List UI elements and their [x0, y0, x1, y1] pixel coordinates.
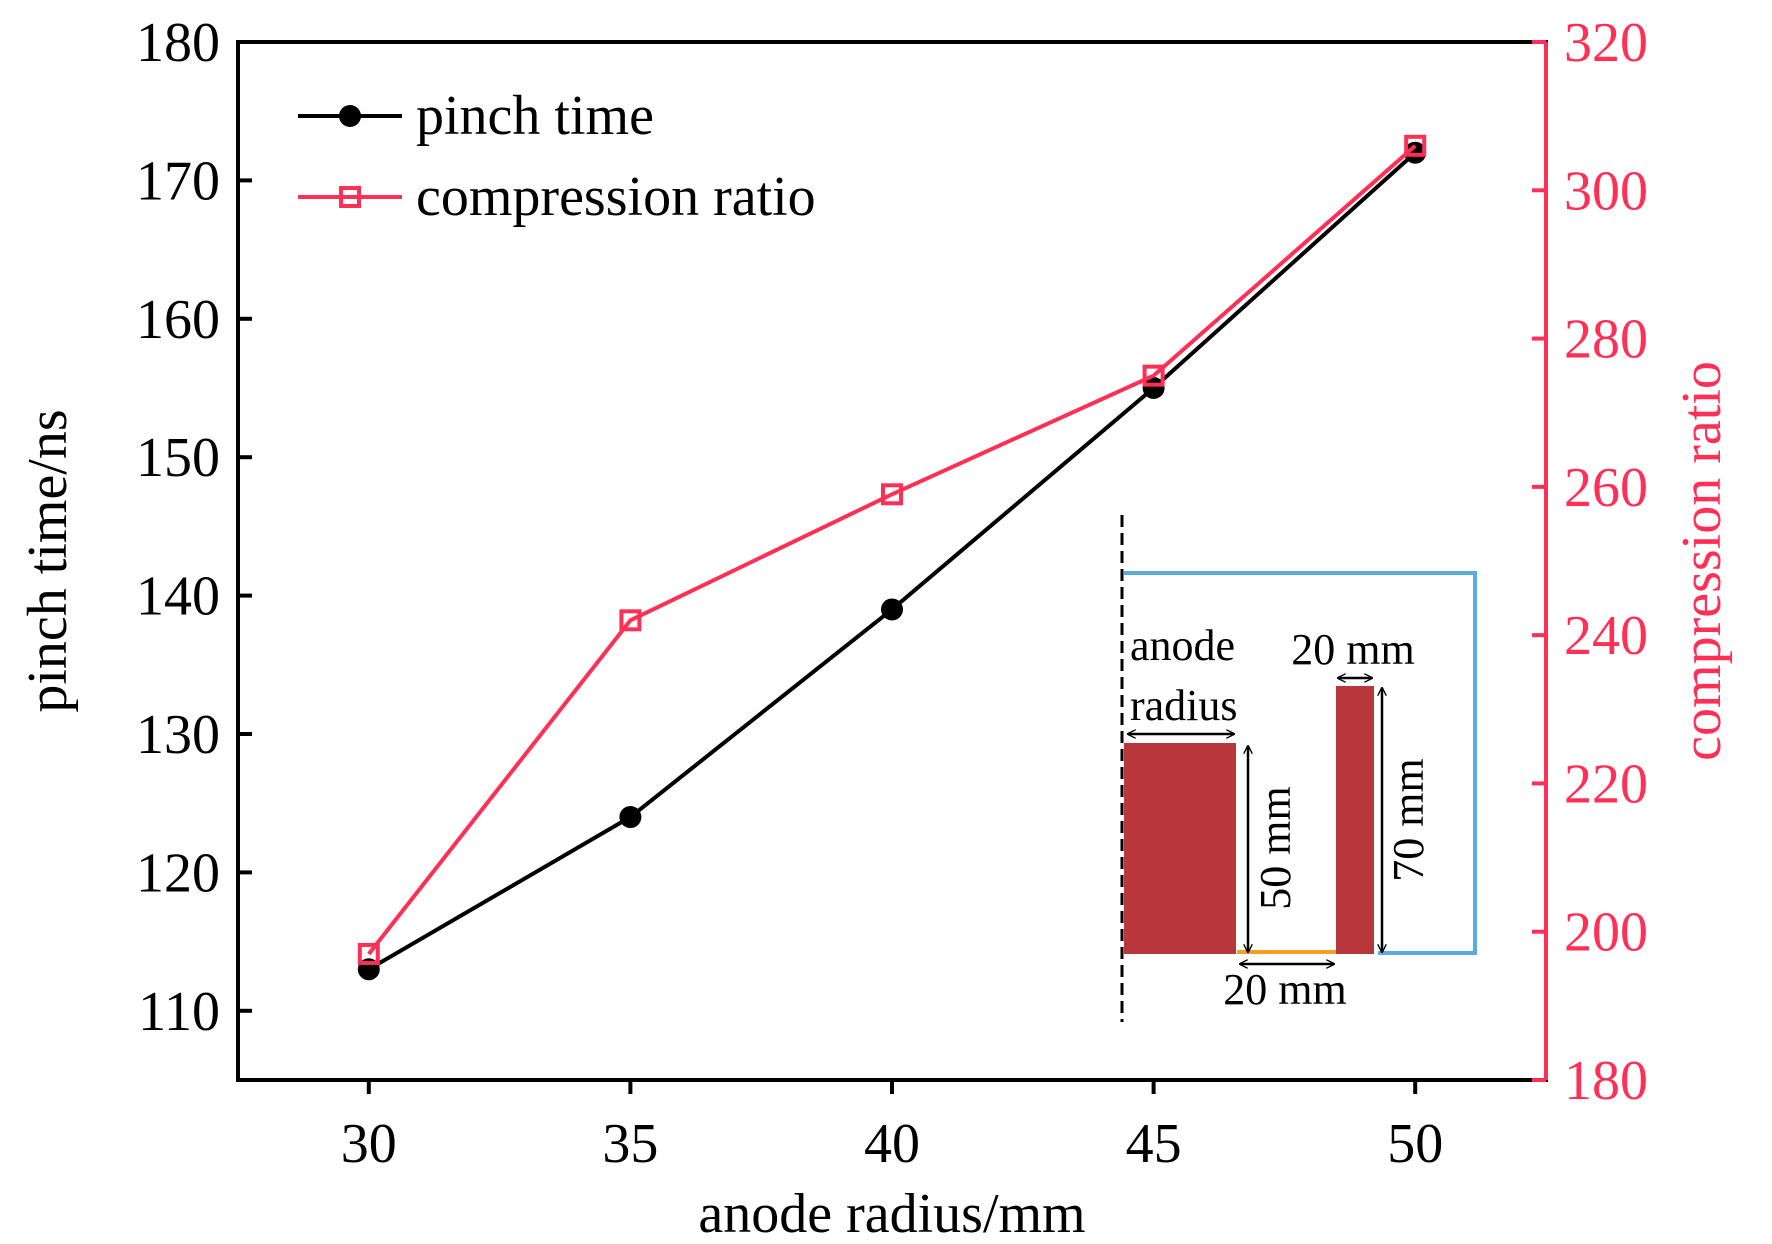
x-tick-label: 45: [1126, 1113, 1182, 1175]
x-tick-label: 35: [602, 1113, 658, 1175]
y-axis-title: pinch time/ns: [17, 409, 79, 712]
inset-outer-boundary: [1124, 571, 1477, 955]
legend: pinch time compression ratio: [298, 85, 816, 228]
series-layer: [357, 134, 1427, 981]
data-point-pinch-time: [1142, 377, 1165, 399]
y-axis-ticks: 110 120 130 140 150 160 170 180: [136, 12, 252, 1043]
data-point-compression-ratio: [1142, 364, 1165, 387]
y-tick-label: 150: [136, 427, 220, 489]
y-tick-label: 160: [136, 289, 220, 351]
inset-label-cathode-height: 70 mm: [1384, 758, 1433, 881]
y2-tick-label: 280: [1564, 309, 1648, 371]
inset-label-cathode-width: 20 mm: [1291, 625, 1414, 674]
y-tick-label: 180: [136, 12, 220, 74]
y2-tick-label: 260: [1564, 457, 1648, 519]
inset-cathode-block: [1336, 686, 1374, 954]
y2-tick-label: 240: [1564, 605, 1648, 667]
y2-axis-ticks: 180 200 220 240 260 280 300 320: [1532, 12, 1648, 1112]
y2-axis-title: compression ratio: [1671, 361, 1733, 761]
inset-label-gap: 20 mm: [1223, 965, 1346, 1014]
data-point-pinch-time: [881, 598, 903, 621]
y-tick-label: 170: [136, 150, 220, 212]
y2-tick-label: 220: [1564, 753, 1648, 815]
x-axis-ticks: 30 35 40 45 50: [341, 1080, 1443, 1175]
x-axis-title: anode radius/mm: [698, 1183, 1085, 1244]
y-tick-label: 130: [136, 704, 220, 766]
x-tick-label: 30: [341, 1113, 397, 1175]
data-point-pinch-time: [1404, 141, 1427, 164]
inset-geometry-diagram: anode radius 20 mm 20 mm 50 mm 70 mm: [1120, 515, 1477, 1022]
data-point-compression-ratio: [619, 609, 642, 632]
y2-tick-label: 200: [1564, 902, 1648, 964]
legend-label-pinch-time: pinch time: [416, 85, 654, 147]
y2-tick-label: 300: [1564, 160, 1648, 222]
inset-label-radius: radius: [1130, 681, 1238, 730]
y-tick-label: 140: [136, 566, 220, 628]
legend-marker-pinch-time: [339, 105, 361, 127]
series-line-compression-ratio: [367, 144, 1417, 956]
data-point-compression-ratio: [1404, 134, 1427, 157]
inset-label-anode-height: 50 mm: [1251, 786, 1300, 909]
legend-item-compression-ratio: compression ratio: [298, 166, 816, 228]
data-point-pinch-time: [619, 806, 642, 829]
legend-label-compression-ratio: compression ratio: [416, 166, 816, 228]
data-point-compression-ratio: [357, 942, 380, 965]
legend-marker-compression-ratio: [339, 186, 361, 208]
inset-label-anode: anode: [1130, 621, 1235, 670]
x-tick-label: 40: [864, 1113, 920, 1175]
y-tick-label: 120: [136, 842, 220, 904]
y2-tick-label: 180: [1564, 1050, 1648, 1112]
x-tick-label: 50: [1387, 1113, 1443, 1175]
legend-item-pinch-time: pinch time: [298, 85, 654, 147]
inset-anode-block: [1124, 743, 1236, 954]
y-tick-label: 110: [138, 981, 220, 1043]
data-point-compression-ratio: [881, 483, 903, 506]
y2-tick-label: 320: [1564, 12, 1648, 74]
